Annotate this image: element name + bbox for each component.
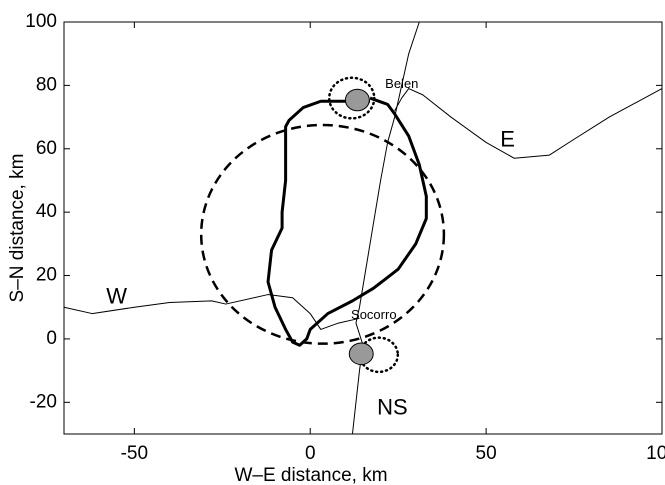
- circle-dashed: [199, 123, 446, 345]
- y-tick-label: 0: [46, 328, 57, 349]
- y-tick-label: 100: [25, 11, 57, 32]
- annotation: W: [106, 284, 127, 309]
- x-tick-label: 0: [305, 443, 316, 464]
- circle-dotted: [327, 76, 376, 120]
- y-tick-label: 80: [36, 74, 57, 95]
- y-tick-label: 40: [36, 201, 57, 222]
- annotation: NS: [377, 394, 408, 419]
- y-axis-label: S–N distance, km: [7, 154, 28, 303]
- annotation: E: [500, 126, 515, 151]
- curve: [63, 294, 360, 330]
- curve: [351, 21, 420, 435]
- annotation: Belen: [385, 76, 418, 91]
- circle-filled: [344, 88, 370, 112]
- x-tick-label: -50: [121, 443, 148, 464]
- y-tick-label: -20: [30, 391, 57, 412]
- annotation: Socorro: [351, 307, 397, 322]
- y-tick-label: 20: [36, 265, 57, 286]
- circle-filled: [348, 342, 374, 366]
- curve: [266, 96, 428, 347]
- curve: [394, 88, 663, 159]
- plot-frame: [63, 21, 663, 435]
- x-tick-label: 50: [476, 443, 497, 464]
- x-tick-label: 100: [646, 443, 665, 464]
- x-axis-label: W–E distance, km: [234, 465, 387, 485]
- y-tick-label: 60: [36, 138, 57, 159]
